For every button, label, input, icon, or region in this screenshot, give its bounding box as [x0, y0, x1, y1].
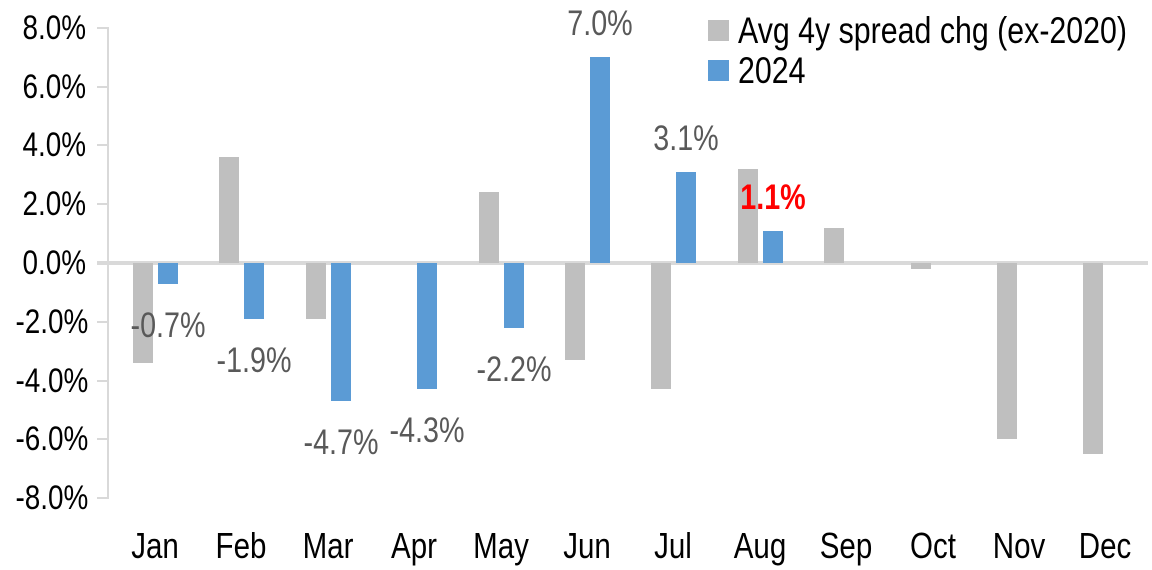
bar-2024-feb: [244, 263, 264, 319]
data-label-apr: -4.3%: [389, 411, 465, 450]
y-tick-mark: [97, 438, 109, 440]
legend-swatch-avg4y-icon: [708, 19, 729, 41]
y-tick-label-8: -8.0%: [15, 479, 89, 517]
y-tick-mark: [97, 86, 109, 88]
x-tick-label-mar: Mar: [302, 525, 354, 566]
x-tick-label-apr: Apr: [391, 525, 437, 566]
x-tick-label-may: May: [473, 525, 529, 566]
x-tick-label-aug: Aug: [733, 525, 787, 566]
y-tick-label-4: 0.0%: [22, 244, 86, 282]
bar-avg4y-aug: [738, 169, 758, 263]
y-tick-mark: [97, 321, 109, 323]
y-tick-mark: [97, 497, 109, 499]
data-label-may: -2.2%: [476, 350, 552, 389]
bar-2024-aug: [763, 231, 783, 263]
bar-avg4y-dec: [1083, 263, 1103, 454]
bar-2024-apr: [417, 263, 437, 389]
y-tick-mark: [97, 144, 109, 146]
legend-label-2024: 2024: [738, 49, 806, 91]
x-tick-label-feb: Feb: [215, 525, 267, 566]
y-tick-mark: [97, 27, 109, 29]
bar-avg4y-jul: [651, 263, 671, 389]
x-tick-label-oct: Oct: [910, 525, 956, 566]
bar-avg4y-jan: [133, 263, 153, 363]
data-label-feb: -1.9%: [216, 341, 292, 380]
x-tick-label-dec: Dec: [1078, 525, 1132, 566]
y-tick-mark: [97, 203, 109, 205]
y-tick-mark: [97, 380, 109, 382]
bar-2024-jan: [158, 263, 178, 284]
y-tick-label-3: 2.0%: [22, 185, 86, 223]
y-tick-label-6: -4.0%: [15, 362, 89, 400]
y-tick-label-5: -2.0%: [15, 303, 89, 341]
bar-2024-mar: [331, 263, 351, 401]
y-tick-label-2: 4.0%: [22, 126, 86, 164]
y-tick-label-7: -6.0%: [15, 420, 89, 458]
bar-2024-jul: [676, 172, 696, 263]
data-label-jun: 7.0%: [567, 4, 633, 43]
data-label-mar: -4.7%: [303, 423, 379, 462]
legend-swatch-2024-icon: [708, 59, 729, 81]
bar-avg4y-nov: [997, 263, 1017, 439]
legend-item-2024: 2024: [708, 50, 1152, 90]
zero-gridline: [97, 261, 1148, 265]
bar-avg4y-sep: [824, 228, 844, 263]
x-tick-label-jan: Jan: [131, 525, 179, 566]
legend-item-avg4y: Avg 4y spread chg (ex-2020): [708, 10, 1152, 50]
data-label-jul: 3.1%: [653, 119, 719, 158]
legend-label-avg4y: Avg 4y spread chg (ex-2020): [738, 9, 1128, 51]
y-tick-label-0: 8.0%: [22, 9, 86, 47]
bar-avg4y-feb: [219, 157, 239, 263]
bar-avg4y-jun: [565, 263, 585, 360]
x-tick-label-jun: Jun: [563, 525, 611, 566]
legend: Avg 4y spread chg (ex-2020) 2024: [708, 10, 1152, 90]
bar-avg4y-mar: [306, 263, 326, 319]
x-tick-label-jul: Jul: [654, 525, 692, 566]
data-label-aug: 1.1%: [740, 178, 806, 217]
x-tick-label-sep: Sep: [819, 525, 873, 566]
data-label-jan: -0.7%: [130, 306, 206, 345]
bar-2024-jun: [590, 57, 610, 263]
bar-2024-may: [504, 263, 524, 328]
bar-avg4y-may: [479, 192, 499, 263]
x-tick-label-nov: Nov: [992, 525, 1046, 566]
y-tick-label-1: 6.0%: [22, 68, 86, 106]
bar-avg4y-oct: [911, 263, 931, 269]
